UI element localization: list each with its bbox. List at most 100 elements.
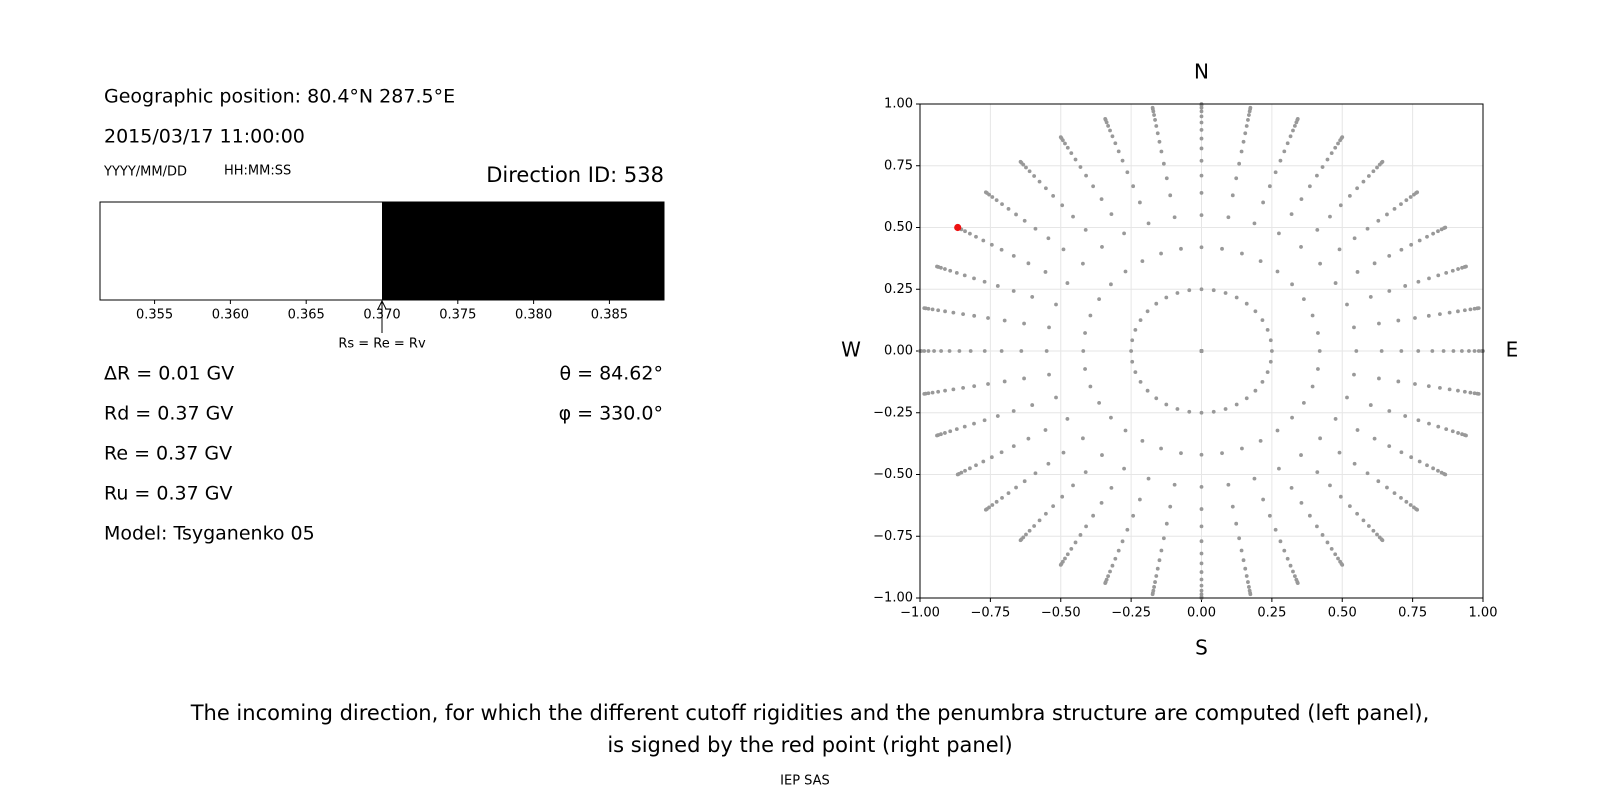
direction-point <box>1299 245 1303 249</box>
direction-point <box>1372 261 1377 266</box>
direction-point <box>1065 145 1070 150</box>
direction-point <box>1002 379 1007 384</box>
caption-line: is signed by the red point (right panel) <box>607 733 1012 757</box>
direction-point <box>1320 533 1325 537</box>
direction-point <box>1265 370 1270 375</box>
direction-point <box>1164 176 1169 181</box>
direction-point <box>1078 165 1083 169</box>
direction-point <box>1476 306 1481 311</box>
direction-point <box>1399 247 1404 252</box>
direction-point <box>1244 574 1249 578</box>
direction-point <box>1315 173 1319 178</box>
direction-point <box>1328 214 1332 219</box>
direction-point <box>1355 511 1360 516</box>
direction-point <box>1199 191 1204 195</box>
direction-point <box>1091 184 1096 189</box>
direction-point <box>1385 212 1389 217</box>
direction-point <box>1240 251 1244 256</box>
direction-point <box>1097 400 1102 405</box>
direction-point <box>1083 228 1088 232</box>
direction-point <box>1403 284 1408 288</box>
direction-point <box>930 390 935 395</box>
direction-point <box>1175 407 1180 411</box>
direction-point <box>1333 417 1338 421</box>
time-format: HH:MM:SS <box>224 164 291 179</box>
direction-point <box>1109 415 1113 420</box>
caption-line: The incoming direction, for which the di… <box>190 701 1430 725</box>
direction-point <box>1399 495 1403 500</box>
direction-point <box>1011 289 1016 293</box>
direction-point <box>1315 524 1319 529</box>
direction-point <box>1436 229 1440 234</box>
direction-point <box>939 349 944 353</box>
direction-point <box>1451 349 1456 353</box>
direction-point <box>1459 349 1464 353</box>
direction-point <box>1290 282 1294 287</box>
direction-point <box>1431 466 1435 471</box>
direction-point <box>936 389 941 394</box>
direction-point <box>1352 236 1357 241</box>
direction-point <box>947 349 952 353</box>
direction-point <box>1083 367 1087 371</box>
direction-point <box>1376 479 1381 484</box>
direction-point <box>1441 349 1446 353</box>
direction-point <box>995 414 1000 418</box>
direction-point <box>1427 276 1431 281</box>
direction-point <box>1299 197 1304 202</box>
direction-point <box>1301 400 1306 405</box>
direction-point <box>1153 118 1157 122</box>
direction-point <box>1340 563 1345 567</box>
direction-point <box>1278 539 1283 544</box>
y-tick-label: 0.00 <box>884 344 913 359</box>
direction-point <box>1100 245 1104 249</box>
direction-point <box>1065 417 1070 421</box>
direction-point <box>1310 313 1315 318</box>
direction-point <box>1260 379 1265 384</box>
direction-point <box>1273 170 1278 175</box>
direction-point <box>1261 497 1266 502</box>
direction-point <box>1371 528 1376 533</box>
direction-point <box>1282 149 1287 154</box>
direction-point <box>1241 139 1246 144</box>
direction-point <box>1226 482 1231 487</box>
direction-point <box>1301 297 1306 302</box>
direction-point <box>1291 128 1295 133</box>
x-tick-label: −0.25 <box>1111 606 1151 621</box>
direction-point <box>1258 259 1263 264</box>
direction-point <box>982 418 987 423</box>
direction-point <box>1123 269 1128 274</box>
direction-point <box>1456 431 1460 435</box>
rd: Rd = 0.37 GV <box>104 403 233 425</box>
direction-point <box>1246 580 1250 584</box>
direction-point <box>1199 245 1204 250</box>
direction-point <box>935 433 939 438</box>
direction-point <box>1065 281 1070 285</box>
direction-point <box>1237 161 1242 166</box>
direction-point <box>948 268 953 273</box>
direction-point <box>1355 428 1360 432</box>
direction-point <box>1315 470 1320 474</box>
x-tick-label: −0.50 <box>1041 606 1081 621</box>
direction-point <box>1366 174 1371 178</box>
direction-point <box>968 466 972 471</box>
direction-point <box>1047 325 1051 330</box>
direction-point <box>1161 161 1166 166</box>
direction-point <box>1267 184 1272 189</box>
direction-point <box>1108 128 1112 133</box>
direction-point <box>972 384 977 389</box>
direction-point <box>1030 403 1035 407</box>
direction-point <box>1230 193 1235 198</box>
model: Model: Tsyganenko 05 <box>104 523 315 545</box>
direction-point <box>1058 563 1063 567</box>
direction-point <box>1267 513 1272 518</box>
x-tick-label: 0.375 <box>439 308 476 323</box>
direction-point <box>1240 446 1244 451</box>
direction-point <box>1450 268 1455 273</box>
direction-point <box>1417 459 1422 464</box>
direction-point <box>1347 193 1352 198</box>
direction-point <box>1154 574 1159 578</box>
direction-point <box>1106 574 1111 579</box>
direction-point <box>1408 195 1413 199</box>
direction-point <box>1157 139 1162 144</box>
direction-point <box>1199 136 1204 141</box>
